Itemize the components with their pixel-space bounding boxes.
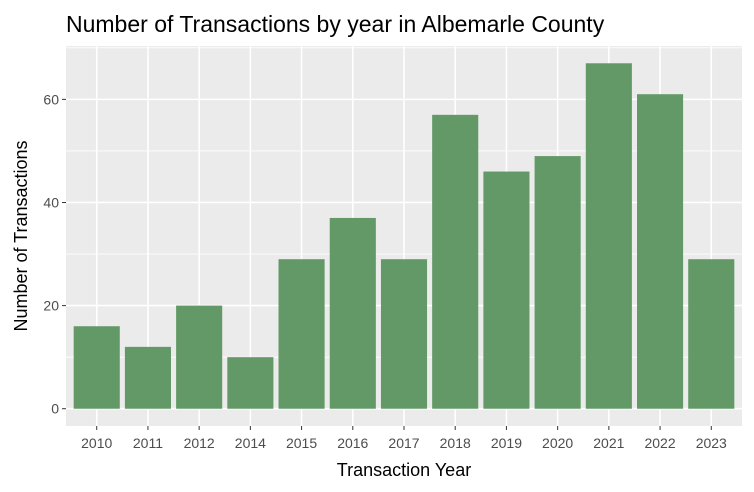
- bar-2014: [227, 357, 274, 409]
- y-tick-label: 40: [43, 194, 59, 210]
- bar-2020: [534, 156, 581, 409]
- bar-2017: [380, 259, 428, 409]
- x-tick-label: 2016: [337, 435, 368, 451]
- bar-2010: [73, 326, 120, 409]
- x-tick-label: 2021: [593, 435, 624, 451]
- x-tick-label: 2017: [388, 435, 419, 451]
- y-tick-label: 60: [43, 91, 59, 107]
- y-tick-label: 20: [43, 298, 59, 314]
- x-axis: 2010 2011 2012 2014 2015 2016 2017 2018 2019 2020…: [81, 426, 727, 451]
- bar-2021: [585, 63, 632, 409]
- x-tick-label: 2010: [81, 435, 112, 451]
- bar-2019: [483, 171, 530, 409]
- chart-title: Number of Transactions by year in Albema…: [66, 11, 605, 37]
- y-axis-title: Number of Transactions: [11, 140, 31, 331]
- bars: [73, 63, 735, 409]
- x-tick-label: 2012: [184, 435, 215, 451]
- x-tick-label: 2022: [644, 435, 675, 451]
- x-tick-label: 2015: [286, 435, 317, 451]
- x-axis-title: Transaction Year: [337, 460, 471, 480]
- bar-2015: [278, 259, 325, 409]
- y-axis: 0 20 40 60: [43, 91, 66, 417]
- bar-2023: [688, 259, 735, 409]
- x-tick-label: 2020: [542, 435, 573, 451]
- x-tick-label: 2023: [696, 435, 727, 451]
- x-tick-label: 2018: [440, 435, 471, 451]
- y-tick-label: 0: [51, 401, 59, 417]
- bar-2012: [176, 305, 223, 409]
- bar-2016: [329, 217, 376, 409]
- x-tick-label: 2014: [235, 435, 266, 451]
- x-tick-label: 2011: [133, 435, 163, 451]
- bar-2018: [432, 114, 479, 409]
- bar-2022: [637, 94, 684, 409]
- bar-2011: [124, 346, 171, 409]
- x-tick-label: 2019: [491, 435, 522, 451]
